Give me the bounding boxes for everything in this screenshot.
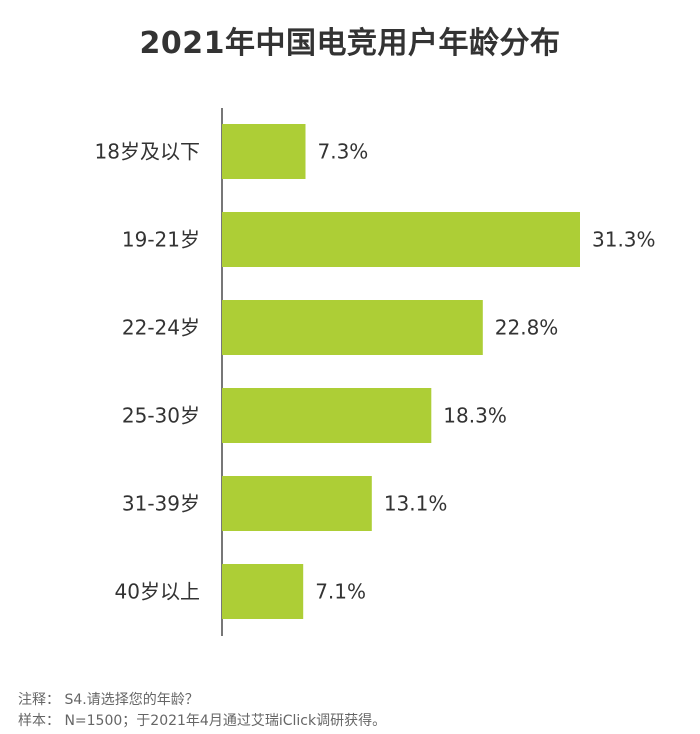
value-label: 7.3% [317, 140, 368, 164]
bar-3 [222, 388, 432, 443]
bar-5 [222, 564, 304, 619]
bar-chart: 18岁及以下 7.3% 19-21岁 31.3% 22-24岁 22.8% 25-30岁 18… [95, 108, 656, 636]
bar-2 [222, 300, 483, 355]
category-label: 40岁以上 [115, 580, 200, 604]
category-label: 18岁及以下 [95, 140, 200, 164]
bar-0 [222, 124, 306, 179]
footnote-sample: 样本： N=1500；于2021年4月通过艾瑞iClick调研获得。 [18, 713, 387, 729]
value-label: 18.3% [443, 404, 507, 428]
category-label: 31-39岁 [122, 492, 200, 516]
value-label: 13.1% [384, 492, 448, 516]
chart-title: 2021年中国电竞用户年龄分布 [139, 26, 561, 61]
value-label: 7.1% [315, 580, 366, 604]
bars-group: 18岁及以下 7.3% 19-21岁 31.3% 22-24岁 22.8% 25-30岁 18… [95, 124, 656, 619]
footnote-question: 注释： S4.请选择您的年龄？ [18, 692, 199, 708]
value-label: 22.8% [495, 316, 559, 340]
bar-4 [222, 476, 372, 531]
category-label: 25-30岁 [122, 404, 200, 428]
bar-1 [222, 212, 580, 267]
category-label: 22-24岁 [122, 316, 200, 340]
value-label: 31.3% [592, 228, 656, 252]
category-label: 19-21岁 [122, 228, 200, 252]
